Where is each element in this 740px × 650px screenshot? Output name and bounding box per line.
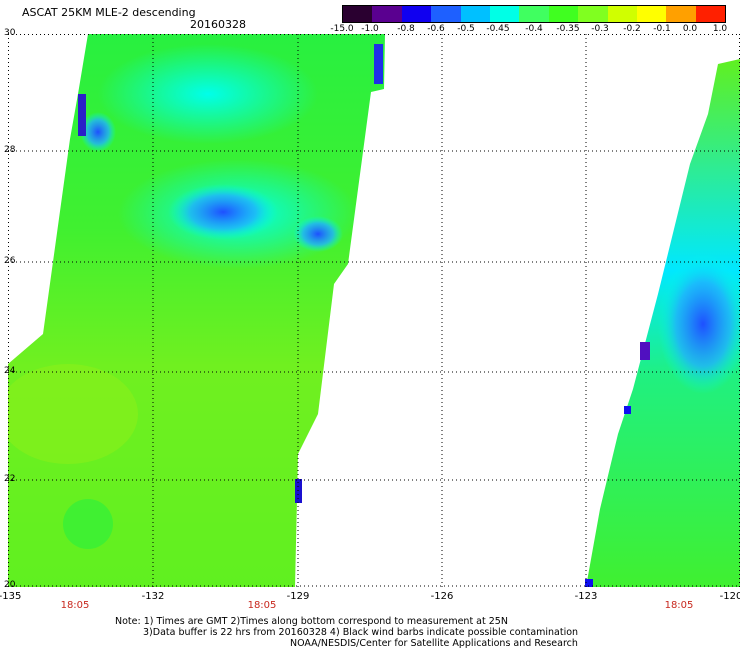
pass-time-label: 18:05 <box>664 600 694 611</box>
color-scale-segment <box>578 6 608 22</box>
color-scale-segment <box>401 6 432 22</box>
color-scale-label: -0.4 <box>525 24 543 34</box>
map-plot-area <box>8 34 740 587</box>
blue-wind-region <box>658 254 740 394</box>
color-scale-label: -0.8 <box>397 24 415 34</box>
color-scale-segment <box>607 6 637 22</box>
latitude-label: 22 <box>4 474 16 484</box>
green-wind-region <box>63 499 113 549</box>
color-scale-segment <box>343 6 373 22</box>
color-scale-segment <box>695 6 726 22</box>
color-scale-segment <box>489 6 520 22</box>
color-scale-label: -1.0 <box>361 24 379 34</box>
color-scale-label: 1.0 <box>712 24 728 34</box>
dark-blue-cell <box>374 44 383 84</box>
latitude-label: 24 <box>4 366 16 376</box>
color-scale-bar <box>342 5 726 23</box>
longitude-label: -126 <box>430 591 454 602</box>
color-scale-segment <box>372 6 402 22</box>
credit-line: NOAA/NESDIS/Center for Satellite Applica… <box>290 638 578 649</box>
color-scale-segment <box>636 6 667 22</box>
color-scale-label: -0.5 <box>457 24 475 34</box>
color-scale-label: -0.1 <box>653 24 671 34</box>
note-line-1: Note: 1) Times are GMT 2)Times along bot… <box>115 616 508 627</box>
blue-wind-region <box>293 216 343 252</box>
cyan-wind-region <box>98 44 318 144</box>
latitude-label: 28 <box>4 145 16 155</box>
dark-blue-cell <box>78 94 86 136</box>
color-scale-label: -0.45 <box>486 24 510 34</box>
light-green-region <box>8 364 138 464</box>
color-scale-label: 0.0 <box>682 24 698 34</box>
longitude-label: -123 <box>574 591 598 602</box>
color-scale-label: -0.2 <box>623 24 641 34</box>
color-scale-label: -0.35 <box>556 24 580 34</box>
color-scale-label: -0.6 <box>427 24 445 34</box>
blue-wind-region <box>80 112 116 152</box>
map-title: ASCAT 25KM MLE-2 descending <box>22 6 196 19</box>
color-scale-segment <box>431 6 461 22</box>
latitude-label: 26 <box>4 256 16 266</box>
longitude-label: -135 <box>0 591 22 602</box>
blue-wind-region <box>168 184 278 240</box>
color-scale-label: -15.0 <box>330 24 354 34</box>
latitude-label: 30 <box>4 28 16 38</box>
dark-blue-cell <box>585 579 593 587</box>
dark-blue-cell <box>624 406 631 414</box>
color-scale-segment <box>548 6 579 22</box>
color-scale-label: -0.3 <box>591 24 609 34</box>
latitude-label: 20 <box>4 580 16 590</box>
color-scale-labels: -15.0 -1.0 -0.8 -0.6 -0.5 -0.45 -0.4 -0.… <box>328 24 738 36</box>
color-scale-segment <box>519 6 549 22</box>
color-scale-segment <box>460 6 490 22</box>
pass-time-label: 18:05 <box>247 600 277 611</box>
longitude-label: -129 <box>286 591 310 602</box>
dark-purple-cell <box>640 342 650 360</box>
color-scale-segment <box>666 6 696 22</box>
map-date: 20160328 <box>190 18 246 31</box>
longitude-label: -132 <box>141 591 165 602</box>
wind-swath-map <box>8 34 740 587</box>
pass-time-label: 18:05 <box>60 600 90 611</box>
note-line-2: 3)Data buffer is 22 hrs from 20160328 4)… <box>143 627 579 638</box>
longitude-label: -120 <box>719 591 740 602</box>
